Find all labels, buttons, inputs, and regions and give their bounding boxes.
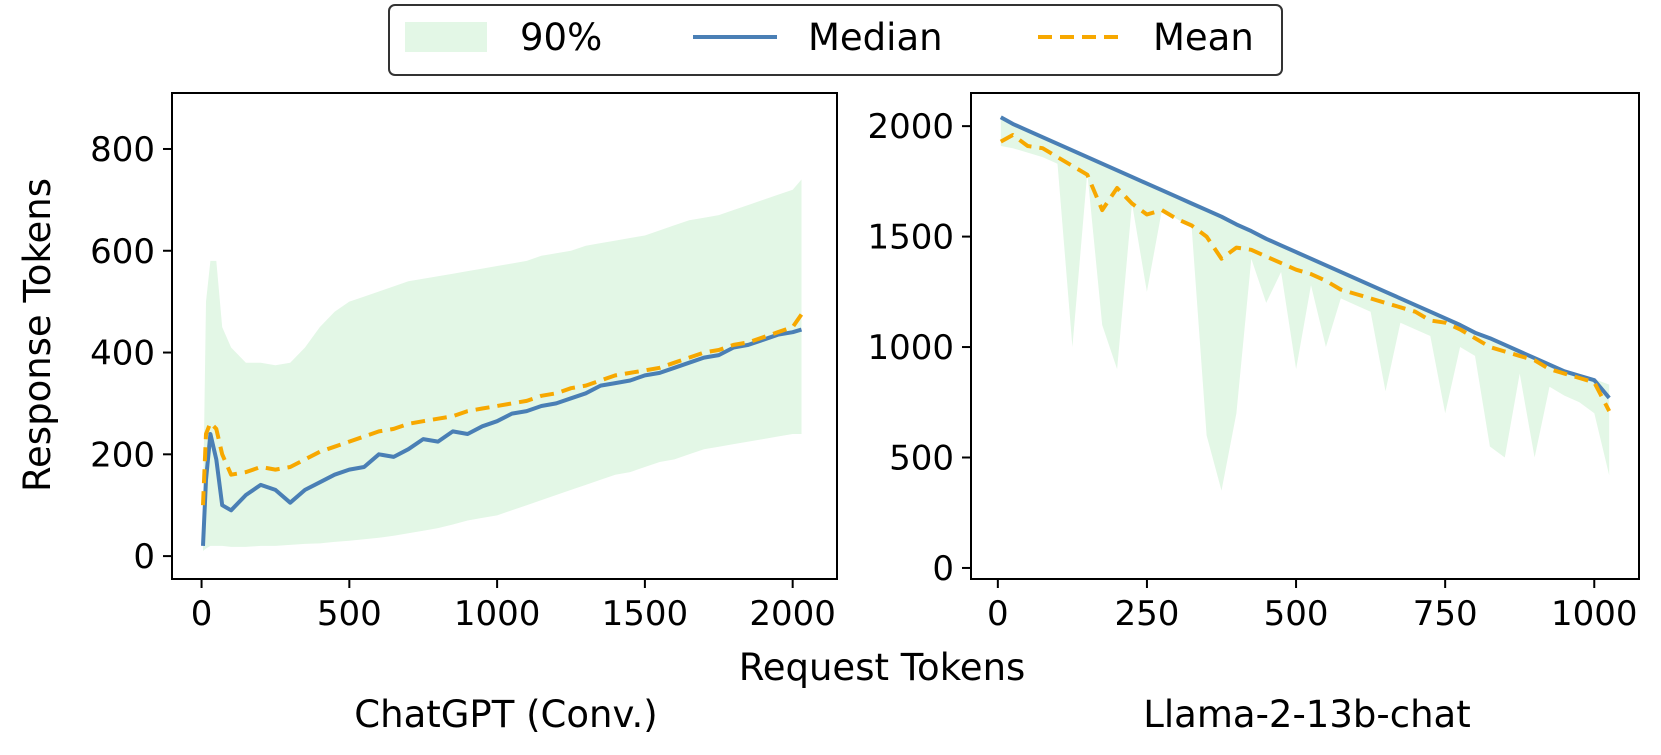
y-tick-label-chatgpt: 400 (90, 334, 155, 374)
band-90-llama (1000, 116, 1610, 491)
band-90-chatgpt (203, 179, 802, 551)
x-tick-label-llama: 0 (987, 594, 1009, 634)
plot-frame-llama (970, 92, 1640, 580)
x-tick-label-chatgpt: 0 (191, 594, 213, 634)
panel-title-llama: Llama-2-13b-chat (1143, 693, 1470, 736)
median-line-chatgpt (201, 327, 803, 546)
y-tick-label-chatgpt: 800 (90, 130, 155, 170)
legend-frame (388, 4, 1283, 76)
y-tick-label-llama: 500 (889, 439, 954, 479)
x-tick-label-chatgpt: 500 (317, 594, 382, 634)
x-tick-label-llama: 1000 (1551, 594, 1638, 634)
y-tick-label-chatgpt: 200 (90, 435, 155, 475)
x-tick-label-llama: 500 (1264, 594, 1329, 634)
legend-mean-label: Mean (1153, 16, 1254, 59)
x-tick-label-chatgpt: 1500 (602, 594, 689, 634)
y-tick-label-llama: 1500 (867, 218, 954, 258)
x-tick-label-chatgpt: 1000 (454, 594, 541, 634)
mean-line-chatgpt (201, 313, 804, 506)
x-axis-title: Request Tokens (739, 646, 1026, 689)
legend-band-label: 90% (520, 16, 602, 59)
panel-llama: 0 250 500 750 1000 0 500 1000 1500 2000 (867, 92, 1640, 634)
y-tick-label-chatgpt: 600 (90, 232, 155, 272)
x-tick-label-llama: 750 (1413, 594, 1478, 634)
plot-frame-chatgpt (171, 92, 838, 580)
panel-chatgpt: 0 500 1000 1500 2000 0 200 400 600 800 (90, 92, 838, 634)
y-tick-label-llama: 2000 (867, 107, 954, 147)
y-tick-label-chatgpt: 0 (133, 537, 155, 577)
panel-title-chatgpt: ChatGPT (Conv.) (354, 693, 657, 736)
y-tick-label-llama: 1000 (867, 328, 954, 368)
legend-median-label: Median (808, 16, 943, 59)
y-axis-title: Response Tokens (16, 178, 59, 492)
y-tick-label-llama: 0 (932, 549, 954, 589)
legend-band-swatch (405, 22, 487, 52)
x-tick-label-chatgpt: 2000 (749, 594, 836, 634)
legend: 90% Median Mean (388, 4, 1283, 76)
median-line-llama (999, 115, 1611, 400)
x-tick-label-llama: 250 (1114, 594, 1179, 634)
